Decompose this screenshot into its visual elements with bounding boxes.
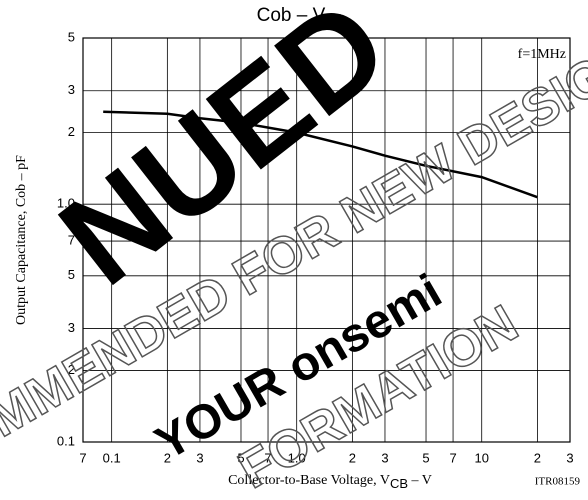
figure-code: ITR08159	[535, 476, 581, 488]
x-tick-label: 1.0	[288, 450, 306, 465]
x-tick-label: 2	[164, 450, 171, 465]
x-tick-label: 5	[422, 450, 429, 465]
annotation: f=1MHz	[518, 47, 566, 62]
y-tick-label: 1.0	[57, 196, 75, 211]
x-tick-label: 5	[237, 450, 244, 465]
x-tick-label: 10	[474, 450, 488, 465]
y-tick-label: 2	[68, 124, 75, 139]
x-tick-label: 3	[381, 450, 388, 465]
y-tick-label: 7	[68, 232, 75, 247]
y-tick-label: 5	[68, 29, 75, 44]
y-tick-label: 3	[68, 82, 75, 97]
x-tick-label: 7	[449, 450, 456, 465]
x-tick-label: 3	[196, 450, 203, 465]
x-tick-label: 7	[264, 450, 271, 465]
chart-title: Cob – VCB	[257, 5, 344, 26]
data-line	[103, 110, 538, 199]
x-axis-label: Collector-to-Base Voltage, VCB – V	[228, 473, 432, 491]
y-tick-label: 3	[68, 320, 75, 335]
plot-frame	[82, 37, 571, 443]
x-tick-label: 2	[349, 450, 356, 465]
x-tick-label: 3	[566, 450, 573, 465]
y-tick-label: 5	[68, 267, 75, 282]
x-tick-label: 2	[534, 450, 541, 465]
x-tick-label: 0.1	[103, 450, 121, 465]
y-tick-label: 2	[68, 362, 75, 377]
y-axis-label: Output Capacitance, Cob – pF	[14, 155, 29, 325]
y-tick-label: 0.1	[57, 433, 75, 448]
x-tick-label: 7	[79, 450, 86, 465]
